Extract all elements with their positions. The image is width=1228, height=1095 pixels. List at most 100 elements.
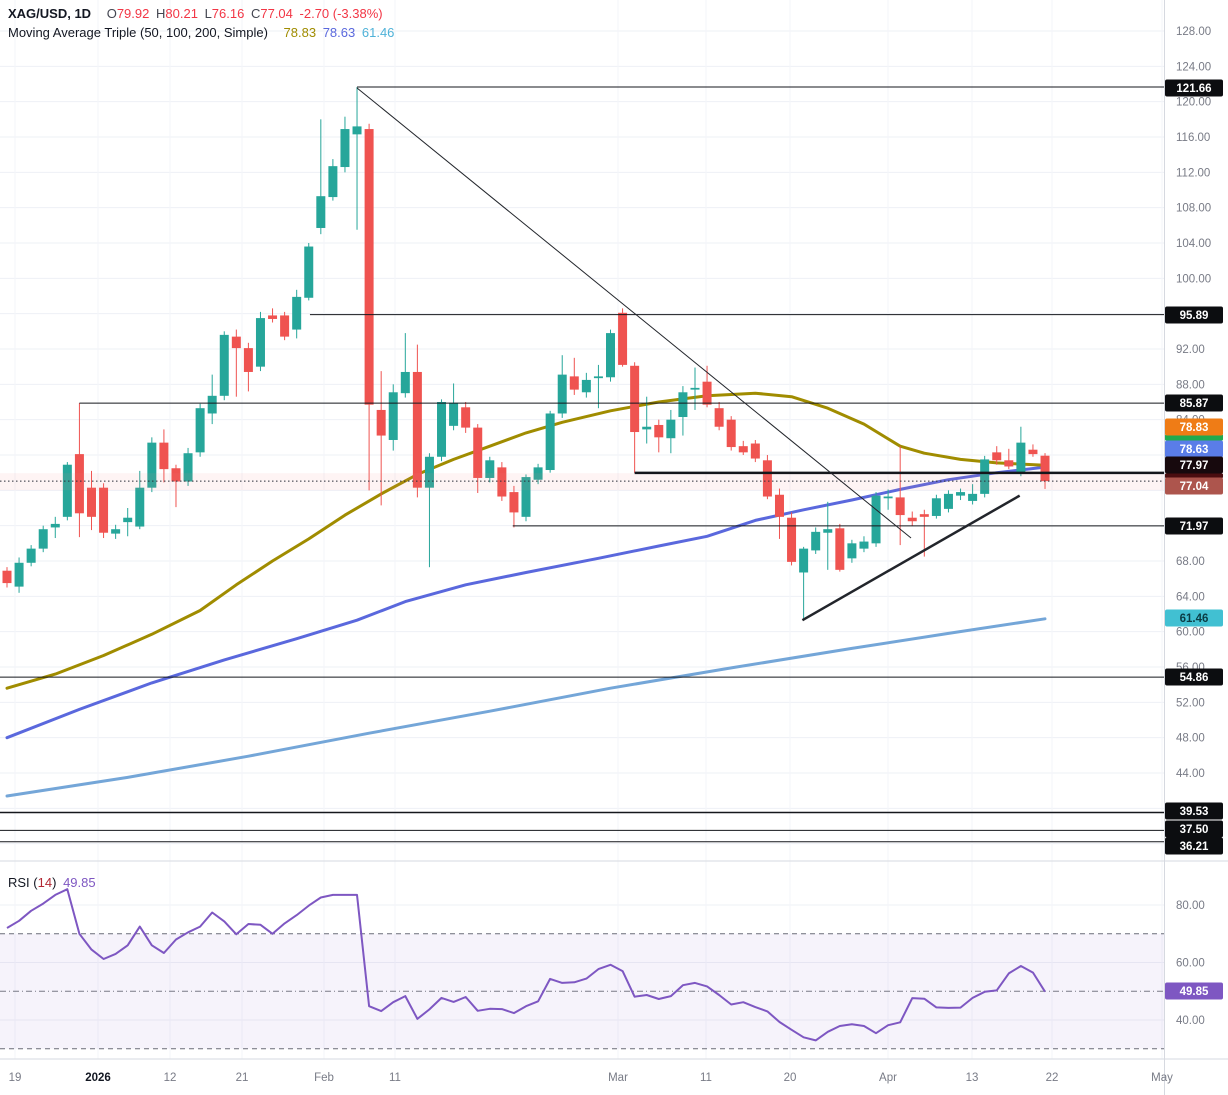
candle-body — [871, 495, 881, 544]
candle-body — [268, 315, 278, 319]
candle — [340, 116, 350, 173]
trend-line[interactable] — [801, 494, 1021, 622]
candle — [545, 410, 555, 473]
candle — [799, 546, 809, 619]
price-axis-background[interactable] — [1164, 0, 1228, 1095]
price-label-text: 71.97 — [1180, 521, 1209, 533]
candle-body — [1016, 442, 1026, 474]
candle — [569, 357, 579, 395]
candle-body — [243, 348, 253, 372]
candle-body — [316, 196, 326, 228]
candle-body — [654, 424, 664, 438]
candle-body — [50, 523, 60, 528]
price-label-bg — [1165, 394, 1223, 412]
price-label-box: 54.86 — [1165, 668, 1223, 686]
candle — [750, 439, 760, 463]
trend-line[interactable] — [356, 87, 912, 539]
time-tick-label: 13 — [966, 1072, 979, 1084]
candle — [943, 490, 953, 513]
candle — [509, 485, 519, 528]
candle-body — [376, 409, 386, 436]
candle-body — [919, 514, 929, 517]
ma-indicator-title[interactable]: Moving Average Triple (50, 100, 200, Sim… — [8, 25, 268, 40]
candle-body — [14, 562, 24, 587]
drawing-lines[interactable] — [0, 86, 1164, 843]
candle — [400, 333, 410, 398]
candle — [774, 488, 784, 539]
time-tick-label: 12 — [164, 1072, 177, 1084]
time-axis[interactable]: 19 2026 12 21 Feb 11 Mar 11 20 Apr 13 22 May — [9, 1072, 1174, 1084]
price-tick-label: 112.00 — [1176, 167, 1210, 179]
candle — [352, 87, 362, 230]
candle-body — [593, 376, 603, 379]
price-label-bg — [1165, 517, 1223, 535]
candle — [835, 523, 845, 572]
candle — [956, 488, 966, 501]
candle — [883, 489, 893, 510]
candle — [931, 494, 941, 519]
candle — [787, 512, 797, 566]
candle — [606, 329, 615, 382]
rsi-period: 14 — [37, 875, 53, 890]
candle — [473, 424, 483, 493]
candle — [1004, 448, 1014, 470]
candle-body — [859, 541, 869, 549]
rsi-legend: RSI (14) 49.85 — [8, 875, 99, 890]
candle-body — [738, 446, 748, 453]
candle — [123, 507, 133, 537]
rsi-indicator-title[interactable]: RSI ( — [8, 875, 38, 890]
candle-body — [992, 452, 1002, 461]
rsi-tick-label: 80.00 — [1176, 900, 1205, 912]
candle — [811, 527, 821, 554]
candle-body — [412, 371, 422, 488]
candle — [1016, 426, 1026, 477]
candle-body — [702, 381, 712, 405]
candle-body — [219, 334, 229, 396]
price-label-box: 77.97 — [1165, 456, 1223, 474]
price-label-text: 61.46 — [1180, 613, 1209, 625]
candle-body — [774, 494, 784, 517]
price-tick-label: 88.00 — [1176, 379, 1205, 391]
price-label-box: 71.97 — [1165, 517, 1223, 535]
candle-body — [485, 460, 495, 478]
candle-body — [497, 467, 507, 497]
symbol-title[interactable]: XAG/USD, 1D — [8, 6, 92, 21]
candle-body — [159, 442, 169, 470]
candle — [762, 454, 772, 500]
current-price-band — [0, 473, 1164, 491]
candle — [74, 403, 84, 538]
candle — [207, 374, 217, 425]
candle-body — [678, 392, 688, 418]
candle-body — [787, 517, 797, 562]
rsi-title-close[interactable]: ) — [52, 875, 57, 890]
candle — [255, 311, 265, 372]
time-tick-label: 11 — [389, 1072, 401, 1084]
price-label-box: 95.89 — [1165, 306, 1223, 324]
price-label-box: 39.53 — [1165, 802, 1223, 820]
candle — [980, 455, 990, 498]
candle-body — [907, 517, 917, 522]
candle — [376, 371, 386, 506]
candle — [26, 545, 36, 567]
price-label-text: 77.04 — [1180, 481, 1209, 493]
candle-body — [400, 371, 410, 394]
time-tick-label: 20 — [784, 1072, 797, 1084]
candle — [231, 329, 241, 397]
candle-body — [135, 487, 145, 527]
candle-body — [231, 336, 241, 349]
candle-body — [388, 392, 398, 440]
candle-body — [521, 477, 531, 517]
candle-body — [292, 296, 302, 330]
ma50-line — [5, 391, 1047, 690]
candle-body — [340, 129, 350, 168]
candle-body — [847, 543, 857, 559]
candle-body — [569, 376, 579, 390]
candle — [654, 419, 664, 453]
candle-body — [799, 548, 809, 573]
price-label-text: 39.53 — [1180, 806, 1209, 818]
price-tick-label: 60.00 — [1176, 627, 1205, 639]
candle — [99, 483, 109, 539]
